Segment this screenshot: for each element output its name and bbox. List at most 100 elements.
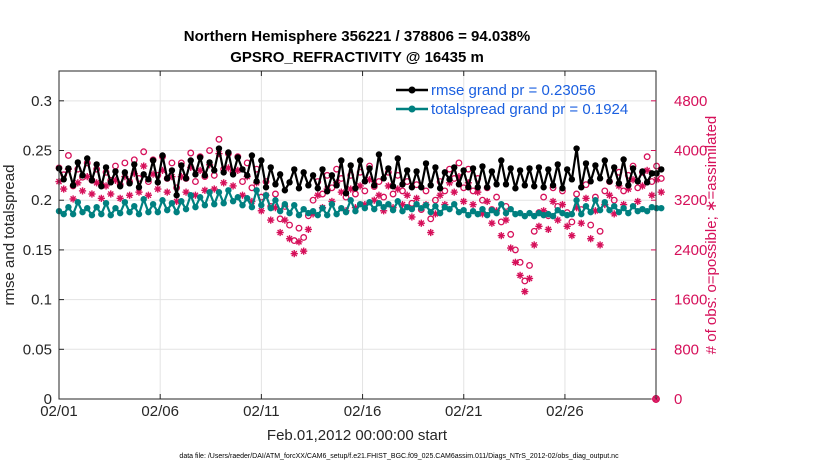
totalspread-point bbox=[582, 202, 590, 210]
possible-point bbox=[540, 193, 548, 201]
rmse-point bbox=[483, 184, 491, 191]
assimilated-point bbox=[497, 232, 505, 240]
rmse-point bbox=[347, 162, 354, 169]
assimilated-point bbox=[60, 185, 68, 193]
possible-point bbox=[239, 178, 246, 186]
assimilated-point bbox=[563, 222, 571, 230]
possible-point bbox=[455, 159, 463, 167]
totalspread-point bbox=[658, 204, 665, 212]
totalspread-point bbox=[375, 199, 383, 207]
plot-frame bbox=[58, 70, 657, 400]
assimilated-point bbox=[69, 195, 77, 203]
assimilated-point bbox=[144, 191, 152, 199]
totalspread-point bbox=[451, 200, 458, 208]
rmse-point bbox=[338, 157, 345, 164]
assimilated-point bbox=[511, 258, 520, 266]
rmse-point bbox=[126, 180, 133, 187]
rmse-point bbox=[286, 179, 293, 186]
totalspread-point bbox=[116, 209, 124, 217]
totalspread-point bbox=[352, 207, 359, 215]
y-right-tick-label: 4800 bbox=[674, 93, 707, 110]
rmse-point bbox=[408, 184, 416, 191]
rmse-point bbox=[272, 181, 279, 188]
totalspread-point bbox=[309, 207, 317, 215]
rmse-point bbox=[427, 182, 434, 189]
rmse-point bbox=[121, 169, 129, 176]
assimilated-point bbox=[182, 188, 190, 196]
legend-spread-marker bbox=[408, 105, 416, 113]
rmse-point bbox=[206, 159, 213, 166]
assimilated-point bbox=[78, 187, 87, 195]
plot-area bbox=[59, 71, 656, 399]
totalspread-point bbox=[126, 208, 133, 216]
totalspread-point bbox=[526, 209, 533, 217]
rmse-point bbox=[149, 157, 157, 164]
totalspread-point bbox=[323, 211, 331, 219]
possible-point bbox=[309, 196, 317, 204]
totalspread-point bbox=[333, 210, 340, 218]
possible-point bbox=[215, 135, 223, 143]
totalspread-point bbox=[69, 210, 77, 218]
rmse-point bbox=[394, 155, 401, 162]
assimilated-point bbox=[196, 166, 204, 174]
possible-point bbox=[206, 147, 214, 154]
rmse-point bbox=[498, 157, 505, 164]
totalspread-point bbox=[347, 197, 354, 204]
rmse-point bbox=[366, 165, 373, 172]
totalspread-point bbox=[84, 204, 91, 212]
totalspread-point bbox=[65, 203, 72, 211]
rmse-series bbox=[55, 145, 665, 199]
rmse-point bbox=[625, 182, 632, 189]
assimilated-point bbox=[229, 182, 237, 190]
rmse-point bbox=[385, 165, 392, 172]
possible-point bbox=[121, 159, 129, 167]
rmse-point bbox=[215, 145, 223, 152]
y-right-tick-label: 3200 bbox=[674, 192, 707, 209]
rmse-point bbox=[399, 181, 406, 188]
assimilated-point bbox=[394, 185, 402, 193]
assimilated-point bbox=[582, 194, 590, 202]
rmse-point bbox=[422, 160, 430, 167]
rmse-point bbox=[643, 179, 651, 186]
rmse-point bbox=[653, 170, 660, 177]
rmse-point bbox=[488, 168, 496, 175]
totalspread-point bbox=[135, 210, 143, 218]
possible-point bbox=[140, 148, 148, 156]
assimilated-point bbox=[483, 197, 491, 206]
possible-point bbox=[601, 187, 609, 195]
totalspread-point bbox=[74, 199, 82, 206]
x-tick-label: 02/26 bbox=[546, 403, 584, 420]
rmse-point bbox=[88, 177, 96, 184]
rmse-point bbox=[187, 157, 194, 164]
totalspread-point bbox=[596, 206, 604, 214]
rmse-point bbox=[229, 171, 237, 178]
rmse-point bbox=[248, 152, 256, 159]
totalspread-point bbox=[432, 202, 439, 210]
totalspread-point bbox=[554, 206, 561, 214]
rmse-point bbox=[173, 192, 180, 199]
rmse-point bbox=[582, 160, 590, 167]
rmse-point bbox=[276, 171, 284, 178]
totalspread-point bbox=[286, 209, 293, 217]
totalspread-point bbox=[319, 204, 326, 212]
possible-point bbox=[286, 221, 294, 229]
rmse-point bbox=[620, 156, 627, 163]
assimilated-point bbox=[384, 182, 392, 190]
assimilated-point bbox=[408, 213, 416, 221]
axis-ticks: 02/01 02/06 02/11 02/16 02/21 02/26 0 0.05 0.1 0.… bbox=[23, 71, 707, 420]
rmse-point bbox=[84, 155, 91, 162]
totalspread-point bbox=[629, 202, 637, 210]
totalspread-point bbox=[573, 197, 580, 204]
rmse-point bbox=[333, 182, 340, 189]
rmse-point bbox=[305, 182, 312, 189]
rmse-point bbox=[545, 166, 552, 173]
rmse-point bbox=[606, 178, 613, 185]
rmse-point bbox=[559, 185, 566, 192]
rmse-point bbox=[300, 169, 307, 176]
assimilated-point bbox=[502, 216, 510, 224]
rmse-point bbox=[371, 182, 378, 189]
rmse-point bbox=[563, 166, 571, 173]
rmse-point bbox=[93, 161, 100, 168]
totalspread-point bbox=[394, 198, 401, 205]
rmse-point bbox=[239, 166, 246, 173]
